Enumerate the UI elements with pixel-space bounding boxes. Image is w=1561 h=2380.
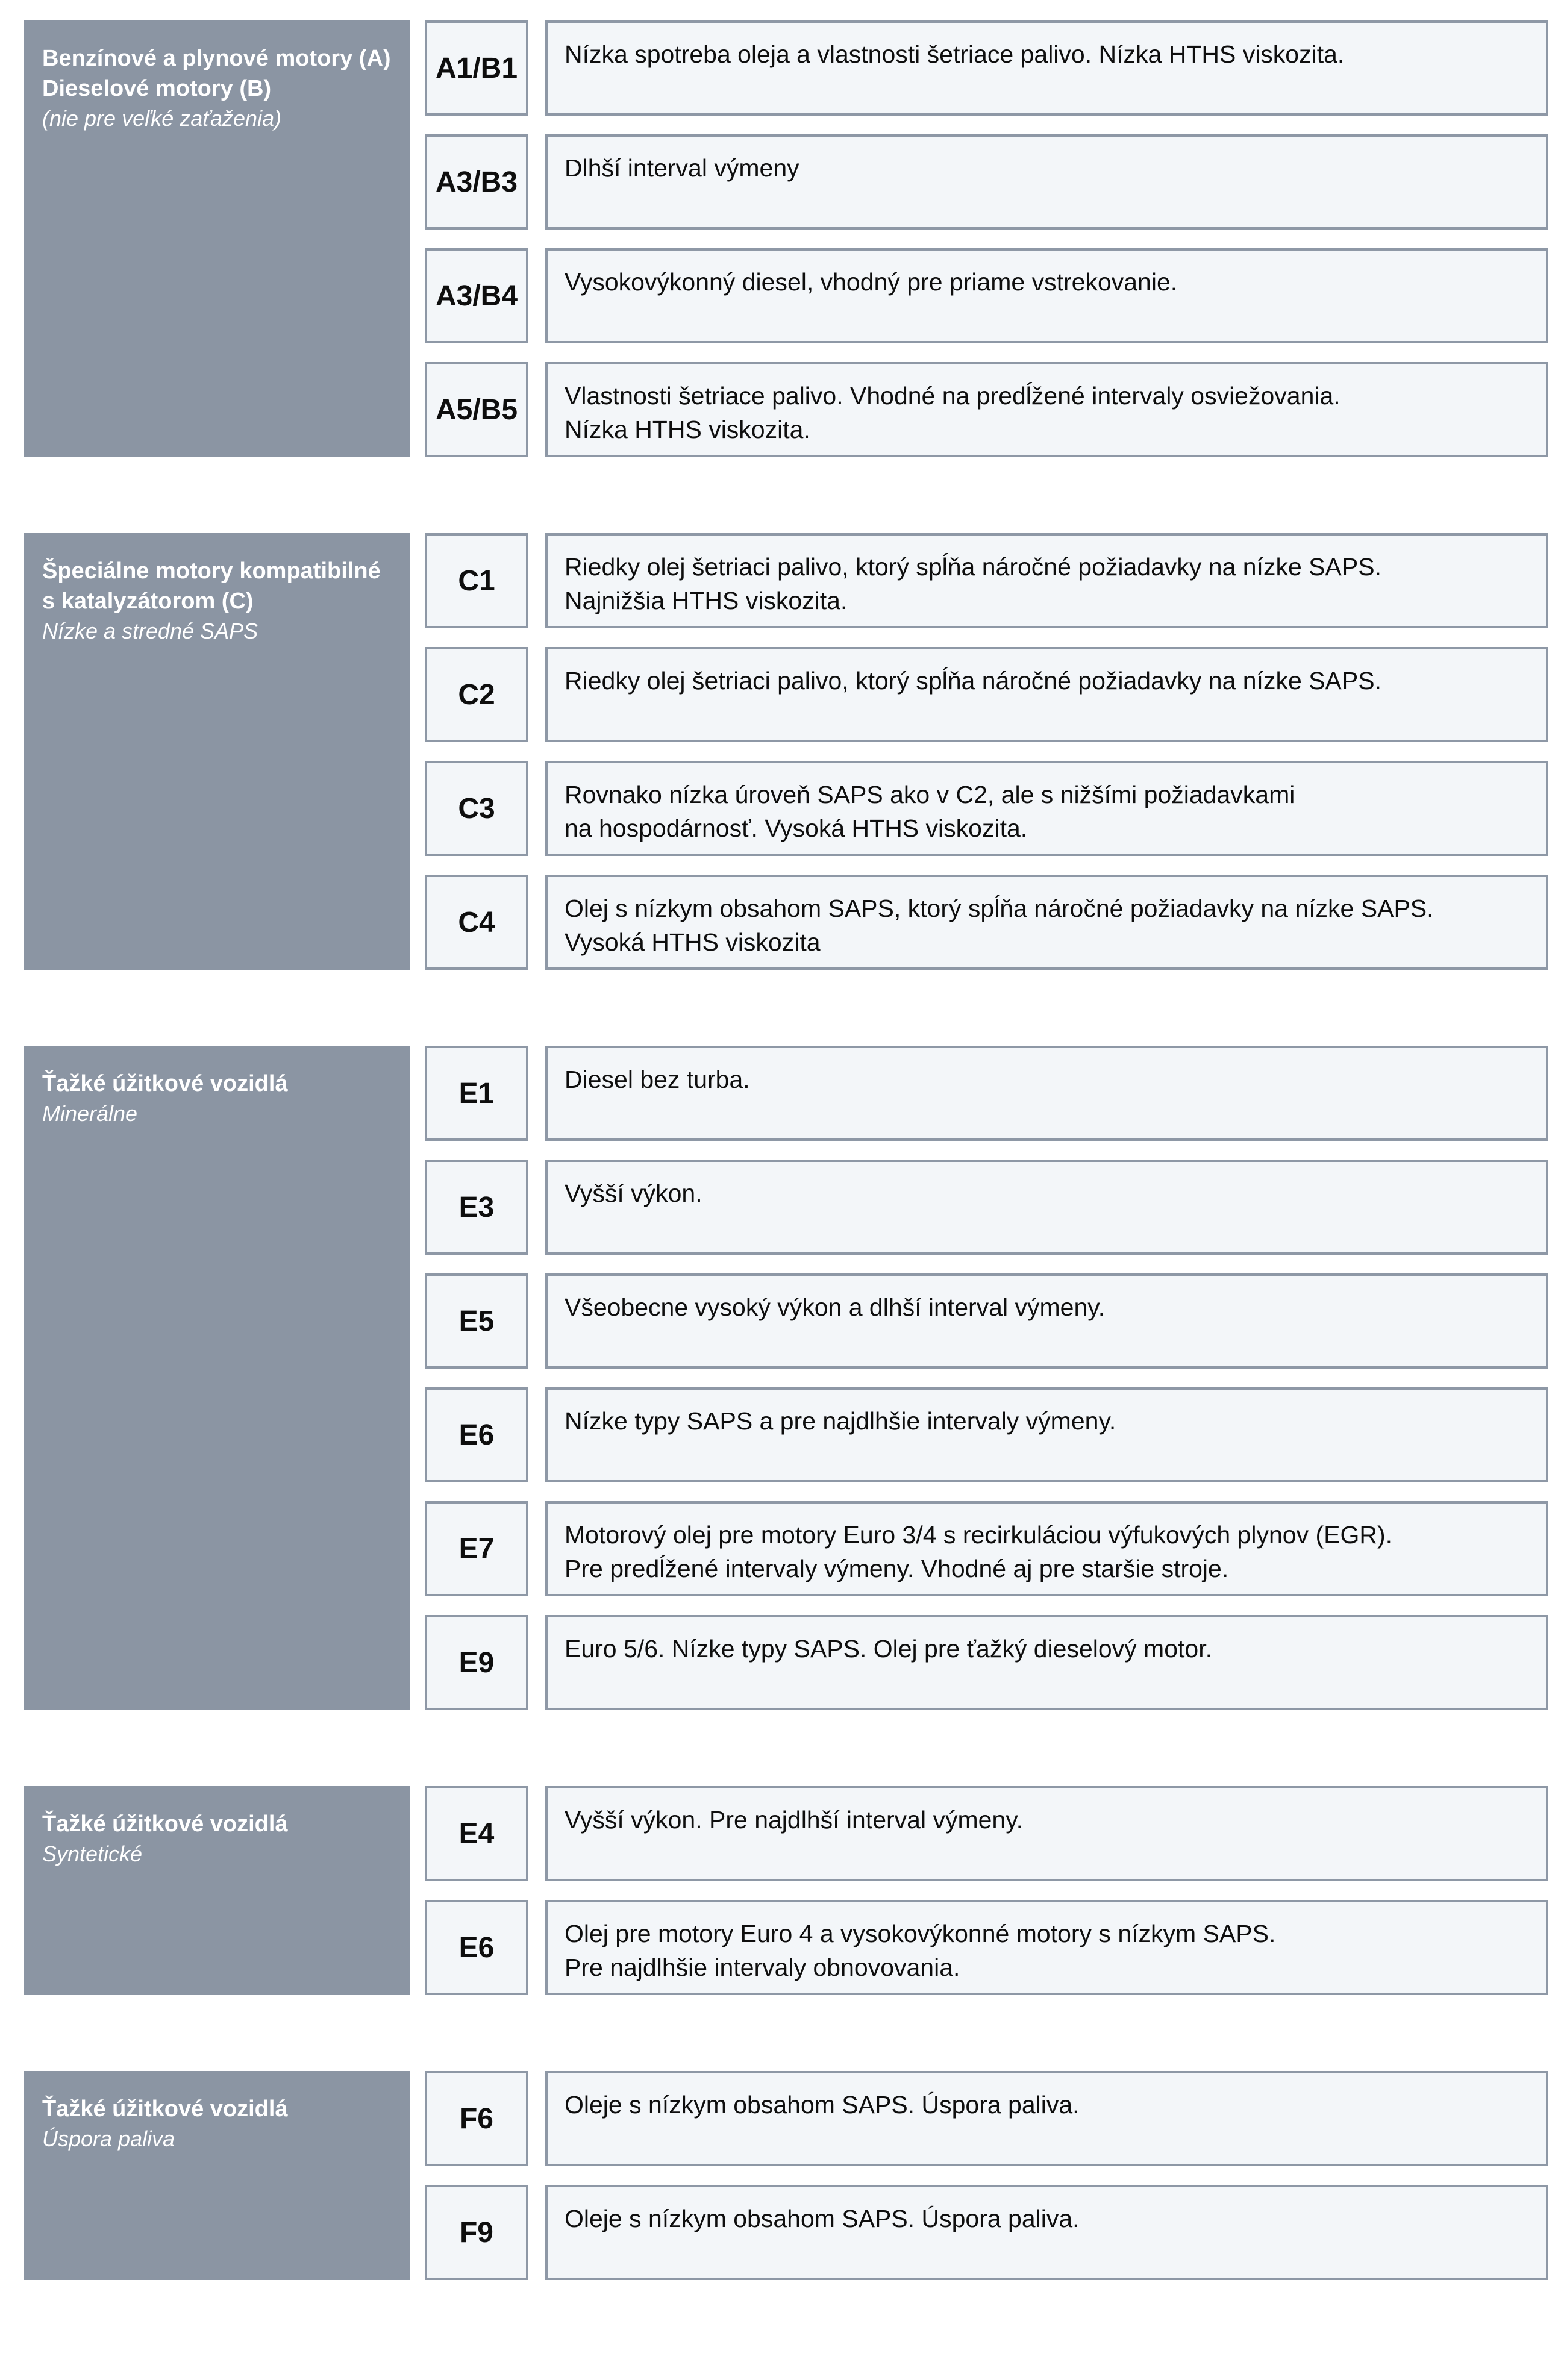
spec-code-badge: E1 xyxy=(425,1046,528,1141)
spec-description: Olej pre motory Euro 4 a vysokovýkonné m… xyxy=(545,1900,1548,1995)
spec-description: Olej s nízkym obsahom SAPS, ktorý spĺňa … xyxy=(545,875,1548,970)
spec-description: Euro 5/6. Nízke typy SAPS. Olej pre ťažk… xyxy=(545,1615,1548,1710)
category-header: Ťažké úžitkové vozidlá Syntetické xyxy=(24,1786,410,1995)
category-subtitle: (nie pre veľké zaťaženia) xyxy=(42,106,282,131)
category-title: Ťažké úžitkové vozidlá xyxy=(42,1811,288,1837)
table-row: E6 Olej pre motory Euro 4 a vysokovýkonn… xyxy=(425,1900,1548,1995)
table-row: E1 Diesel bez turba. xyxy=(425,1046,1548,1141)
spec-code-badge: E7 xyxy=(425,1501,528,1596)
spec-description: Riedky olej šetriaci palivo, ktorý spĺňa… xyxy=(545,533,1548,628)
table-row: A3/B4 Vysokovýkonný diesel, vhodný pre p… xyxy=(425,248,1548,343)
table-row: E9 Euro 5/6. Nízke typy SAPS. Olej pre ť… xyxy=(425,1615,1548,1710)
spec-code-badge: E5 xyxy=(425,1273,528,1369)
spec-description: Nízke typy SAPS a pre najdlhšie interval… xyxy=(545,1387,1548,1482)
section-petrol-diesel-engines: Benzínové a plynové motory (A) Dieselové… xyxy=(24,20,1548,457)
spec-code-badge: E6 xyxy=(425,1387,528,1482)
category-title: Ťažké úžitkové vozidlá xyxy=(42,1071,288,1096)
category-header: Ťažké úžitkové vozidlá Minerálne xyxy=(24,1046,410,1710)
spec-description: Oleje s nízkym obsahom SAPS. Úspora pali… xyxy=(545,2185,1548,2280)
table-row: E5 Všeobecne vysoký výkon a dlhší interv… xyxy=(425,1273,1548,1369)
spec-code-badge: A3/B4 xyxy=(425,248,528,343)
spec-rows: A1/B1 Nízka spotreba oleja a vlastnosti … xyxy=(425,20,1548,457)
spec-code-badge: F6 xyxy=(425,2071,528,2166)
category-header: Špeciálne motory kompatibilné s katalyzá… xyxy=(24,533,410,970)
spec-code-badge: F9 xyxy=(425,2185,528,2280)
table-row: C3 Rovnako nízka úroveň SAPS ako v C2, a… xyxy=(425,761,1548,856)
spec-code-badge: A3/B3 xyxy=(425,134,528,230)
spec-description: Vyšší výkon. xyxy=(545,1160,1548,1255)
spec-description: Riedky olej šetriaci palivo, ktorý spĺňa… xyxy=(545,647,1548,742)
table-row: E3 Vyšší výkon. xyxy=(425,1160,1548,1255)
spec-code-badge: E3 xyxy=(425,1160,528,1255)
table-row: C1 Riedky olej šetriaci palivo, ktorý sp… xyxy=(425,533,1548,628)
category-title: Benzínové a plynové motory (A) Dieselové… xyxy=(42,46,391,101)
spec-description: Nízka spotreba oleja a vlastnosti šetria… xyxy=(545,20,1548,116)
table-row: A1/B1 Nízka spotreba oleja a vlastnosti … xyxy=(425,20,1548,116)
category-header: Benzínové a plynové motory (A) Dieselové… xyxy=(24,20,410,457)
section-catalyst-compatible-engines: Špeciálne motory kompatibilné s katalyzá… xyxy=(24,533,1548,970)
spec-description: Dlhší interval výmeny xyxy=(545,134,1548,230)
section-heavy-duty-mineral: Ťažké úžitkové vozidlá Minerálne E1 Dies… xyxy=(24,1046,1548,1710)
spec-code-badge: A1/B1 xyxy=(425,20,528,116)
spec-code-badge: E9 xyxy=(425,1615,528,1710)
table-row: C2 Riedky olej šetriaci palivo, ktorý sp… xyxy=(425,647,1548,742)
category-title: Špeciálne motory kompatibilné s katalyzá… xyxy=(42,558,381,614)
category-subtitle: Úspora paliva xyxy=(42,2126,175,2151)
spec-description: Všeobecne vysoký výkon a dlhší interval … xyxy=(545,1273,1548,1369)
spec-code-badge: A5/B5 xyxy=(425,362,528,457)
table-row: F6 Oleje s nízkym obsahom SAPS. Úspora p… xyxy=(425,2071,1548,2166)
spec-rows: F6 Oleje s nízkym obsahom SAPS. Úspora p… xyxy=(425,2071,1548,2280)
table-row: A3/B3 Dlhší interval výmeny xyxy=(425,134,1548,230)
spec-description: Vyšší výkon. Pre najdlhší interval výmen… xyxy=(545,1786,1548,1881)
table-row: E7 Motorový olej pre motory Euro 3/4 s r… xyxy=(425,1501,1548,1596)
spec-description: Rovnako nízka úroveň SAPS ako v C2, ale … xyxy=(545,761,1548,856)
spec-description: Motorový olej pre motory Euro 3/4 s reci… xyxy=(545,1501,1548,1596)
section-heavy-duty-synthetic: Ťažké úžitkové vozidlá Syntetické E4 Vyš… xyxy=(24,1786,1548,1995)
table-row: E4 Vyšší výkon. Pre najdlhší interval vý… xyxy=(425,1786,1548,1881)
spec-description: Vlastnosti šetriace palivo. Vhodné na pr… xyxy=(545,362,1548,457)
spec-rows: C1 Riedky olej šetriaci palivo, ktorý sp… xyxy=(425,533,1548,970)
spec-code-badge: C1 xyxy=(425,533,528,628)
category-title: Ťažké úžitkové vozidlá xyxy=(42,2096,288,2122)
spec-code-badge: E6 xyxy=(425,1900,528,1995)
spec-description: Oleje s nízkym obsahom SAPS. Úspora pali… xyxy=(545,2071,1548,2166)
table-row: A5/B5 Vlastnosti šetriace palivo. Vhodné… xyxy=(425,362,1548,457)
spec-code-badge: C4 xyxy=(425,875,528,970)
spec-rows: E4 Vyšší výkon. Pre najdlhší interval vý… xyxy=(425,1786,1548,1995)
spec-code-badge: C2 xyxy=(425,647,528,742)
spec-description: Vysokovýkonný diesel, vhodný pre priame … xyxy=(545,248,1548,343)
category-subtitle: Minerálne xyxy=(42,1101,138,1126)
spec-code-badge: E4 xyxy=(425,1786,528,1881)
table-row: C4 Olej s nízkym obsahom SAPS, ktorý spĺ… xyxy=(425,875,1548,970)
table-row: F9 Oleje s nízkym obsahom SAPS. Úspora p… xyxy=(425,2185,1548,2280)
spec-rows: E1 Diesel bez turba. E3 Vyšší výkon. E5 … xyxy=(425,1046,1548,1710)
spec-code-badge: C3 xyxy=(425,761,528,856)
table-row: E6 Nízke typy SAPS a pre najdlhšie inter… xyxy=(425,1387,1548,1482)
spec-description: Diesel bez turba. xyxy=(545,1046,1548,1141)
category-header: Ťažké úžitkové vozidlá Úspora paliva xyxy=(24,2071,410,2280)
section-heavy-duty-fuel-economy: Ťažké úžitkové vozidlá Úspora paliva F6 … xyxy=(24,2071,1548,2280)
category-subtitle: Syntetické xyxy=(42,1841,143,1866)
category-subtitle: Nízke a stredné SAPS xyxy=(42,619,258,643)
